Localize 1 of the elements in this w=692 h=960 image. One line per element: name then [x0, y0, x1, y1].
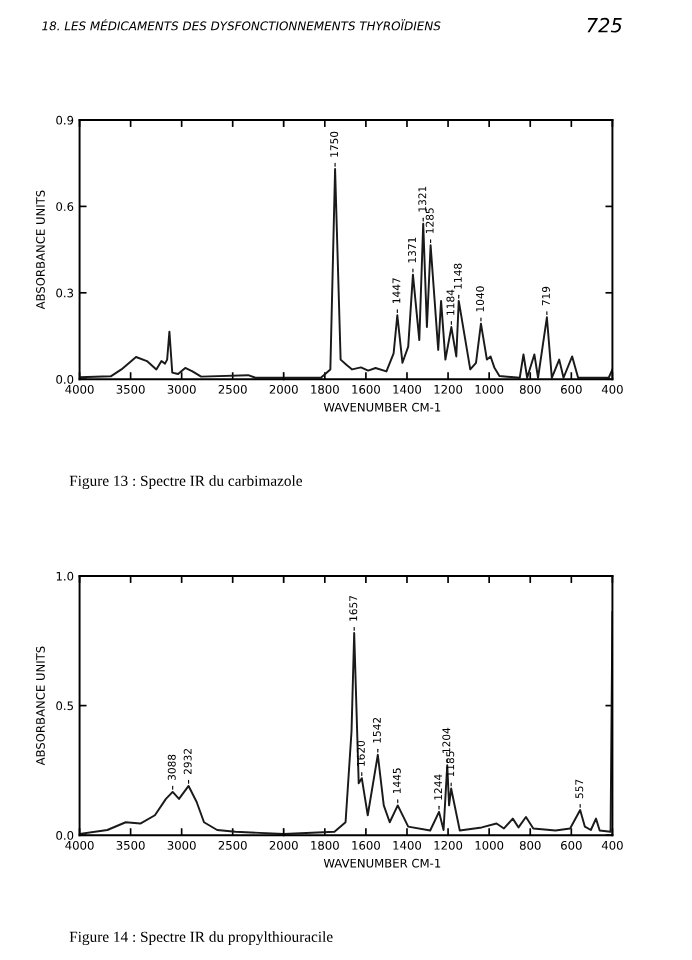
text: 725 [587, 17, 622, 33]
